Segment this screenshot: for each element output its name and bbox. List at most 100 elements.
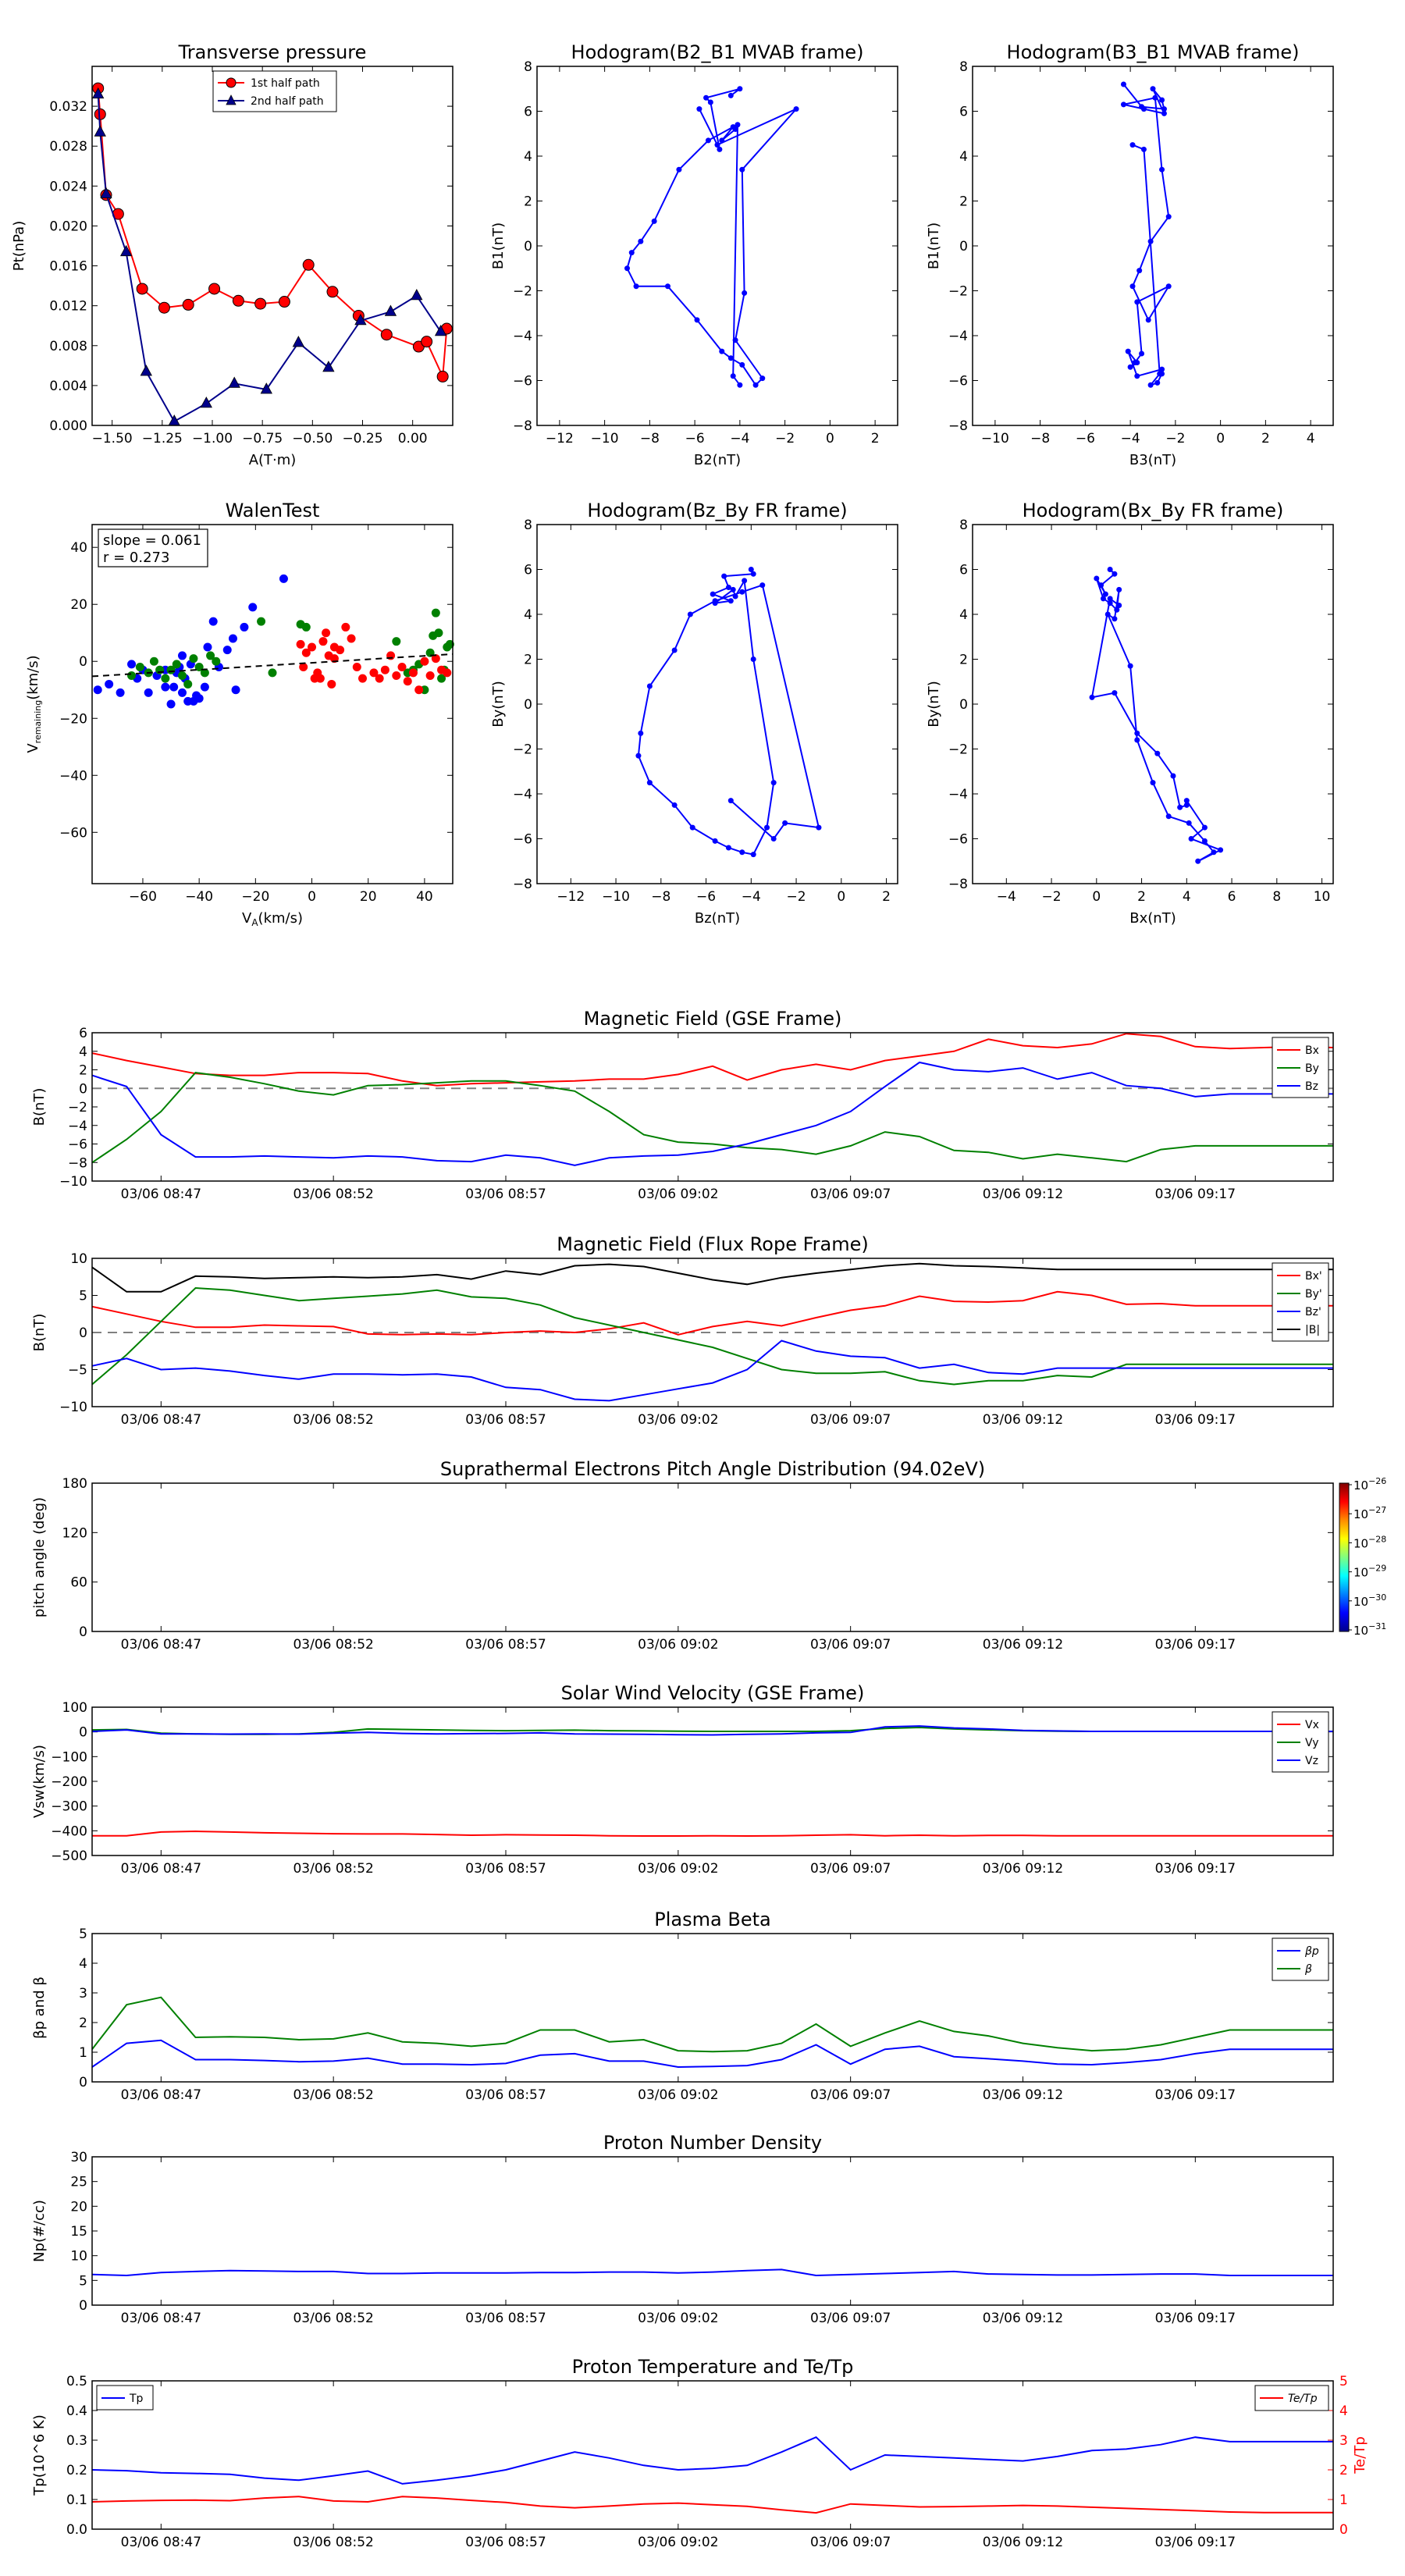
x-tick-label: −0.75 bbox=[242, 431, 283, 447]
y-tick-label: −400 bbox=[51, 1823, 87, 1839]
y-tick-label: −8 bbox=[513, 877, 532, 892]
y-axis-label: Np(#/cc) bbox=[31, 2200, 48, 2262]
data-point bbox=[421, 336, 433, 348]
y-tick-label: −60 bbox=[59, 825, 87, 841]
chart-title: Proton Temperature and Te/Tp bbox=[572, 2356, 854, 2378]
x-tick-label: 03/06 08:52 bbox=[293, 1412, 373, 1428]
y-tick-label: 5 bbox=[79, 1289, 87, 1304]
y-tick-label: 0.0 bbox=[66, 2522, 87, 2538]
x-tick-label: 03/06 09:07 bbox=[810, 1861, 891, 1877]
data-point bbox=[671, 802, 678, 808]
legend-label: Bx' bbox=[1305, 1270, 1322, 1283]
x-tick-label: 03/06 08:57 bbox=[465, 1861, 546, 1877]
hodogram-path bbox=[637, 569, 820, 856]
colorbar-tick-label: 10−31 bbox=[1353, 1621, 1386, 1638]
data-point bbox=[635, 753, 642, 759]
scatter-point bbox=[248, 603, 258, 612]
series-line bbox=[91, 2268, 1333, 2277]
y-tick-label: 0.028 bbox=[49, 139, 87, 155]
scatter-point bbox=[161, 682, 170, 692]
scatter-point bbox=[322, 628, 331, 638]
x-tick-label: −20 bbox=[241, 889, 269, 905]
x-tick-label: −6 bbox=[1076, 431, 1095, 447]
scatter-point bbox=[408, 668, 418, 678]
plot-frame bbox=[536, 66, 898, 426]
x-tick-label: 03/06 08:47 bbox=[121, 2535, 201, 2550]
data-point bbox=[770, 836, 777, 841]
data-point bbox=[1120, 81, 1126, 87]
scatter-point bbox=[397, 663, 407, 672]
data-point bbox=[737, 382, 743, 388]
x-tick-label: −0.50 bbox=[292, 431, 333, 447]
x-axis-label: A(T·m) bbox=[249, 452, 297, 468]
x-tick-label: −2 bbox=[775, 431, 795, 447]
data-point bbox=[1102, 591, 1108, 597]
x-tick-label: 03/06 09:02 bbox=[638, 2087, 718, 2103]
data-point bbox=[638, 730, 644, 736]
data-point bbox=[1140, 146, 1147, 152]
y-axis-label: Tp(10^6 K) bbox=[31, 2414, 48, 2496]
data-point bbox=[1129, 283, 1136, 290]
y-right-axis-label: Te/Tp bbox=[1352, 2436, 1368, 2475]
data-point bbox=[411, 289, 423, 301]
data-point bbox=[750, 852, 756, 858]
y-tick-label: 0.2 bbox=[66, 2463, 87, 2478]
plot-frame bbox=[972, 524, 1334, 884]
series-line bbox=[91, 2039, 1333, 2069]
data-point bbox=[793, 106, 799, 112]
scatter-point bbox=[341, 622, 350, 632]
legend-label: Bz bbox=[1305, 1080, 1318, 1093]
x-tick-label: 03/06 09:02 bbox=[638, 1187, 718, 1202]
data-point bbox=[717, 146, 723, 152]
series-line bbox=[91, 1262, 1333, 1293]
data-point bbox=[1127, 364, 1133, 370]
data-point bbox=[158, 301, 170, 314]
x-tick-label: 03/06 08:52 bbox=[293, 2087, 373, 2103]
data-point bbox=[742, 290, 748, 296]
y-axis-label: B1(nT) bbox=[926, 222, 942, 269]
y-tick-label: −20 bbox=[59, 711, 87, 727]
data-point bbox=[742, 578, 748, 584]
data-point bbox=[1177, 804, 1183, 810]
y-tick-label: 3 bbox=[79, 1986, 87, 2001]
y-tick-label: 30 bbox=[70, 2150, 87, 2165]
data-point bbox=[182, 298, 194, 311]
data-point bbox=[1089, 694, 1095, 700]
y-tick-label: −2 bbox=[513, 284, 532, 300]
y-tick-label: −8 bbox=[948, 418, 968, 434]
data-point bbox=[730, 586, 736, 592]
y-tick-label: −4 bbox=[948, 329, 968, 344]
scatter-point bbox=[149, 656, 158, 666]
scatter-point bbox=[296, 639, 305, 649]
y-axis-label: Vsw(km/s) bbox=[31, 1745, 48, 1818]
y-tick-label: 0.008 bbox=[49, 339, 87, 354]
x-tick-label: 03/06 09:07 bbox=[810, 1187, 891, 1202]
chart-title: Plasma Beta bbox=[654, 1909, 770, 1930]
series-line bbox=[91, 1286, 1333, 1386]
y-tick-label: −10 bbox=[59, 1174, 87, 1190]
y-tick-label: 8 bbox=[524, 518, 532, 533]
slope-annotation: slope = 0.061 bbox=[103, 532, 201, 549]
data-point bbox=[739, 166, 745, 173]
scatter-point bbox=[228, 634, 237, 643]
x-tick-label: −1.50 bbox=[92, 431, 133, 447]
series-line bbox=[91, 1061, 1333, 1166]
data-point bbox=[759, 375, 766, 382]
data-point bbox=[770, 780, 777, 786]
scatter-point bbox=[166, 699, 176, 709]
x-tick-label: 03/06 08:47 bbox=[121, 2087, 201, 2103]
y-tick-label: 0 bbox=[524, 239, 532, 254]
data-point bbox=[628, 250, 635, 256]
y-right-tick-label: 2 bbox=[1339, 2463, 1348, 2478]
legend-label: Tp bbox=[129, 2393, 144, 2405]
x-tick-label: 03/06 09:02 bbox=[638, 2535, 718, 2550]
plot-frame bbox=[91, 2156, 1334, 2306]
x-tick-label: 6 bbox=[1228, 889, 1236, 905]
y-tick-label: −5 bbox=[68, 1363, 87, 1379]
data-point bbox=[712, 598, 718, 604]
hodogram-path bbox=[1090, 568, 1223, 863]
data-point bbox=[1116, 586, 1122, 592]
data-point bbox=[119, 244, 133, 257]
scatter-point bbox=[194, 694, 204, 703]
scatter-point bbox=[369, 668, 379, 678]
